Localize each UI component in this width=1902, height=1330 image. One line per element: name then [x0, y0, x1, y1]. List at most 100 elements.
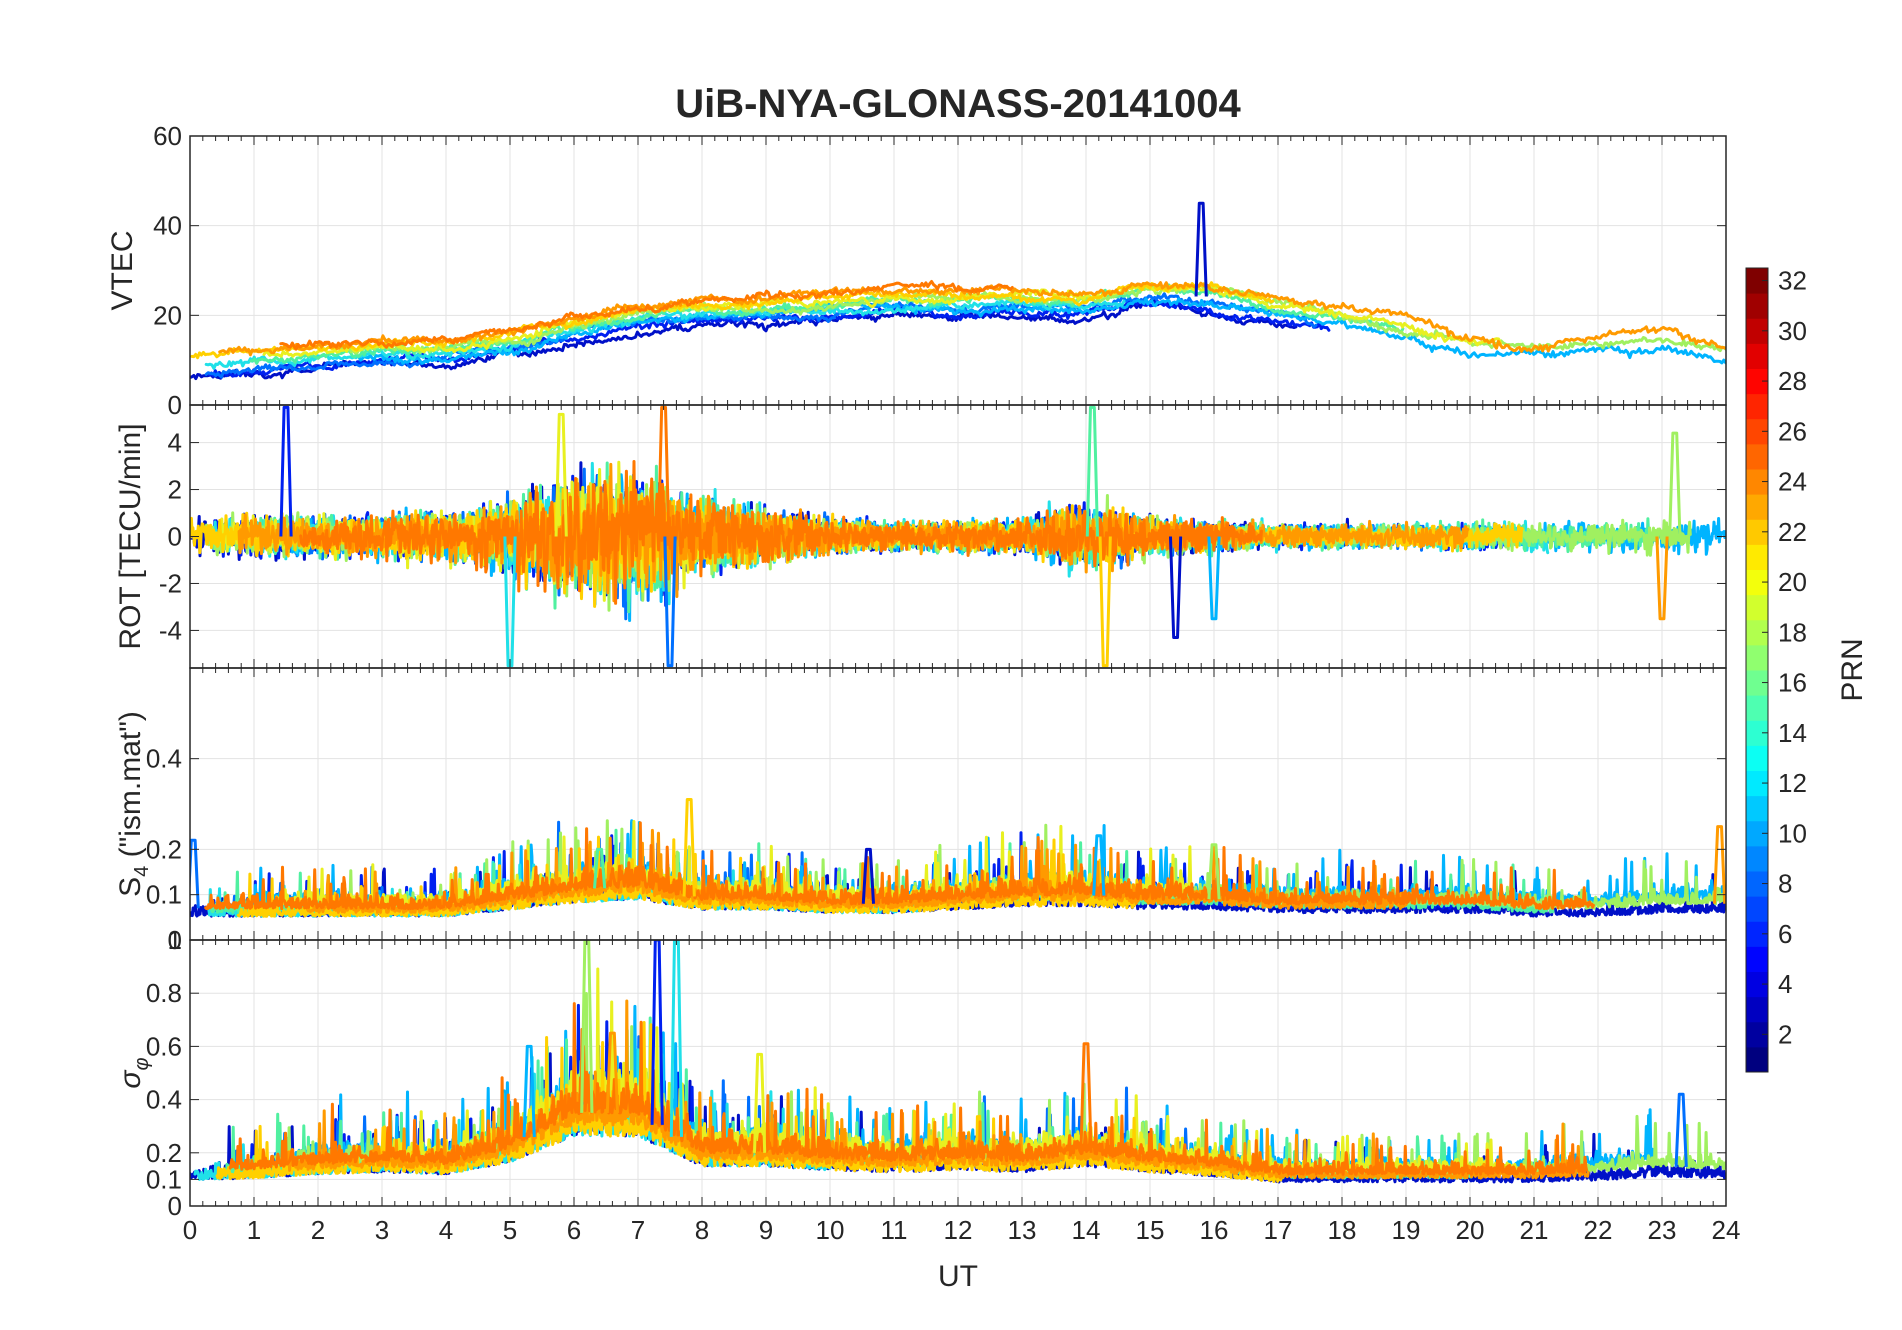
spike-s4-1 [592, 847, 607, 889]
colorbar-tick-label-8: 8 [1778, 869, 1792, 899]
y-tick-label-vtec-0: 0 [168, 390, 182, 420]
y-axis-label-vtec: VTEC [106, 230, 139, 310]
colorbar-tick-label-18: 18 [1778, 617, 1807, 647]
colorbar-tick-label-10: 10 [1778, 818, 1807, 848]
colorbar-segment-16 [1746, 670, 1768, 696]
colorbar-segment-14 [1746, 720, 1768, 746]
spike-sigma-5 [752, 1052, 767, 1153]
x-tick-label-18: 18 [1328, 1215, 1357, 1245]
colorbar-segment-9 [1746, 845, 1768, 872]
spike-rot-2 [554, 412, 568, 537]
y-tick-label-rot-2: 2 [168, 475, 182, 505]
colorbar-segment-1 [1746, 1046, 1768, 1073]
colorbar-segment-31 [1746, 293, 1768, 319]
series-line-sigma-prn-24 [228, 1002, 1588, 1176]
spike-sigma-4 [669, 940, 684, 1137]
colorbar-tick-label-24: 24 [1778, 467, 1807, 497]
x-tick-label-2: 2 [311, 1215, 325, 1245]
y-tick-label-s4-0: 0 [168, 925, 182, 955]
x-tick-label-23: 23 [1648, 1215, 1677, 1245]
series-line-vtec-prn-19 [262, 283, 1502, 358]
colorbar-tick-label-32: 32 [1778, 266, 1807, 296]
y-tick-label-rot-4: 4 [168, 428, 182, 458]
colorbar-tick-label-14: 14 [1778, 718, 1807, 748]
x-tick-label-16: 16 [1200, 1215, 1229, 1245]
colorbar-segment-2 [1746, 1021, 1768, 1048]
colorbar-tick-label-16: 16 [1778, 668, 1807, 698]
plot-area-sigma [190, 940, 1726, 1184]
spike-s4-6 [1712, 825, 1726, 904]
colorbar-segment-20 [1746, 569, 1768, 596]
y-tick-label-rot--2: -2 [159, 568, 182, 598]
sigma-label-main: σ [114, 1069, 147, 1089]
y-tick-label-s4-0.1: 0.1 [146, 880, 182, 910]
series-line-s4-prn-24 [204, 821, 1595, 911]
colorbar-tick-label-26: 26 [1778, 416, 1807, 446]
spike-sigma-1 [580, 940, 594, 1113]
x-tick-label-9: 9 [759, 1215, 773, 1245]
colorbar-segment-23 [1746, 494, 1768, 520]
y-tick-label-sigma-0.4: 0.4 [146, 1085, 182, 1115]
x-tick-label-14: 14 [1072, 1215, 1101, 1245]
plot-area-vtec [190, 201, 1726, 381]
colorbar-segment-32 [1746, 268, 1768, 294]
colorbar-segment-4 [1746, 971, 1768, 998]
series-line-vtec-prn-21 [190, 281, 1275, 360]
spike-rot-9 [1668, 431, 1682, 537]
x-tick-label-24: 24 [1712, 1215, 1741, 1245]
colorbar-segment-22 [1746, 519, 1768, 545]
x-tick-label-3: 3 [375, 1215, 389, 1245]
colorbar-segment-10 [1746, 820, 1768, 847]
x-axis-label: UT [938, 1260, 978, 1293]
y-tick-label-s4-0.4: 0.4 [146, 744, 182, 774]
y-tick-label-sigma-1: 1 [168, 925, 182, 955]
colorbar-label: PRN [1836, 638, 1869, 701]
spike-rot-0 [279, 405, 293, 537]
x-tick-label-15: 15 [1136, 1215, 1165, 1245]
x-tick-label-5: 5 [503, 1215, 517, 1245]
y-axis-label-s4: S4 ("ism.mat") [114, 711, 153, 897]
series-line-vtec-prn-14 [249, 283, 1405, 365]
colorbar-segment-15 [1746, 695, 1768, 721]
spike-rot-6 [1098, 536, 1112, 668]
spike-s4-2 [682, 797, 696, 897]
y-tick-label-vtec-40: 40 [153, 211, 182, 241]
x-tick-label-6: 6 [567, 1215, 581, 1245]
y-axis-label-rot: ROT [TECU/min] [114, 423, 147, 649]
colorbar-segment-28 [1746, 368, 1768, 395]
y-tick-label-s4-0.2: 0.2 [146, 834, 182, 864]
spike-rot-4 [663, 536, 677, 668]
colorbar-tick-label-2: 2 [1778, 1019, 1792, 1049]
colorbar-segment-25 [1746, 443, 1768, 470]
y-tick-label-sigma-0.8: 0.8 [146, 978, 182, 1008]
plot-area-rot [190, 405, 1726, 668]
spike-sigma-7 [1674, 1092, 1688, 1167]
spike-rot-7 [1168, 536, 1183, 639]
x-tick-label-12: 12 [944, 1215, 973, 1245]
colorbar-tick-label-6: 6 [1778, 919, 1792, 949]
spike-sigma-6 [1079, 1042, 1093, 1153]
x-tick-label-22: 22 [1584, 1215, 1613, 1245]
colorbar-segment-29 [1746, 343, 1768, 369]
colorbar-segment-19 [1746, 594, 1768, 621]
y-tick-label-sigma-0: 0 [168, 1191, 182, 1221]
x-tick-label-17: 17 [1264, 1215, 1293, 1245]
spike-s4-3 [861, 847, 876, 904]
x-tick-label-21: 21 [1520, 1215, 1549, 1245]
colorbar-segment-7 [1746, 896, 1768, 922]
spike-sigma-0 [522, 1044, 536, 1138]
series-line-vtec-prn-24 [279, 280, 1014, 351]
spike-rot-5 [1085, 405, 1100, 537]
y-tick-label-rot--4: -4 [159, 615, 182, 645]
plot-area-s4 [190, 797, 1726, 918]
colorbar-segment-11 [1746, 795, 1768, 822]
x-tick-label-20: 20 [1456, 1215, 1485, 1245]
spike-s4-5 [1207, 843, 1221, 900]
colorbar-tick-label-22: 22 [1778, 517, 1807, 547]
y-tick-label-vtec-20: 20 [153, 300, 182, 330]
y-tick-label-rot-0: 0 [168, 522, 182, 552]
series-line-vtec-prn-10 [355, 297, 1726, 365]
colorbar-segment-3 [1746, 996, 1768, 1023]
colorbar-tick-label-20: 20 [1778, 567, 1807, 597]
s4-label-main: S [114, 877, 147, 897]
